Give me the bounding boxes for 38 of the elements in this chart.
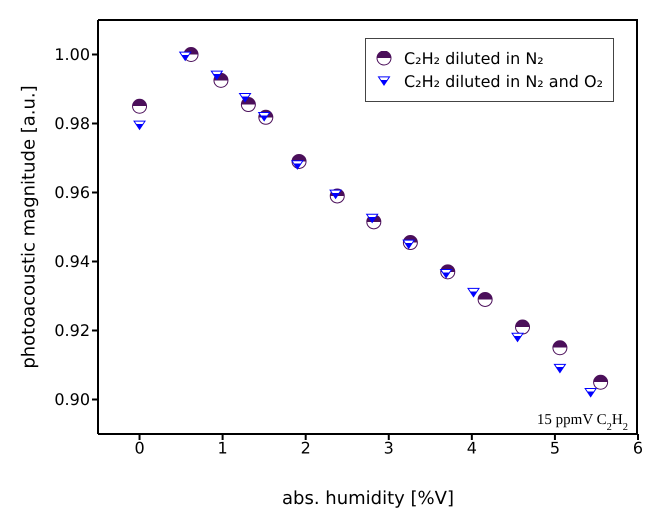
x-tick-label: 4: [466, 438, 477, 458]
y-tick-label: 0.90: [54, 390, 90, 410]
point: [179, 52, 192, 61]
y-axis-title: photoacoustic magnitude [a.u.]: [18, 85, 40, 369]
point: [478, 292, 493, 307]
x-tick-label: 1: [218, 438, 228, 458]
point: [210, 70, 223, 80]
x-axis-title: abs. humidity [%V]: [282, 488, 454, 509]
point: [132, 98, 148, 114]
point: [291, 160, 304, 170]
y-tick-label: 0.94: [54, 252, 90, 272]
point: [366, 214, 378, 223]
point: [512, 332, 524, 342]
y-tick-label: 0.96: [54, 183, 90, 202]
legend-label: C₂H₂ diluted in N₂ and O₂: [404, 72, 603, 91]
y-tick-label: 0.92: [54, 321, 90, 340]
x-tick-label: 6: [632, 438, 644, 458]
point: [134, 120, 146, 130]
point: [330, 190, 342, 199]
point: [554, 364, 566, 374]
annotation: 15 ppmV C$_{2}$H$_{2}$: [536, 412, 628, 432]
y-tick-label: 1.00: [54, 45, 90, 64]
point: [258, 112, 270, 122]
point: [440, 268, 452, 278]
point: [593, 374, 608, 390]
x-tick-label: 0: [134, 438, 145, 458]
point: [240, 97, 256, 112]
x-tick-label: 2: [300, 438, 311, 458]
point: [515, 320, 530, 335]
legend-label: C₂H₂ diluted in N₂: [404, 49, 544, 68]
x-tick-label: 5: [550, 438, 560, 458]
point: [552, 340, 568, 356]
point: [239, 93, 252, 102]
y-tick-label: 0.98: [54, 114, 90, 134]
point: [584, 388, 597, 398]
x-tick-label: 3: [384, 438, 394, 458]
point: [402, 240, 415, 249]
point: [468, 288, 480, 298]
